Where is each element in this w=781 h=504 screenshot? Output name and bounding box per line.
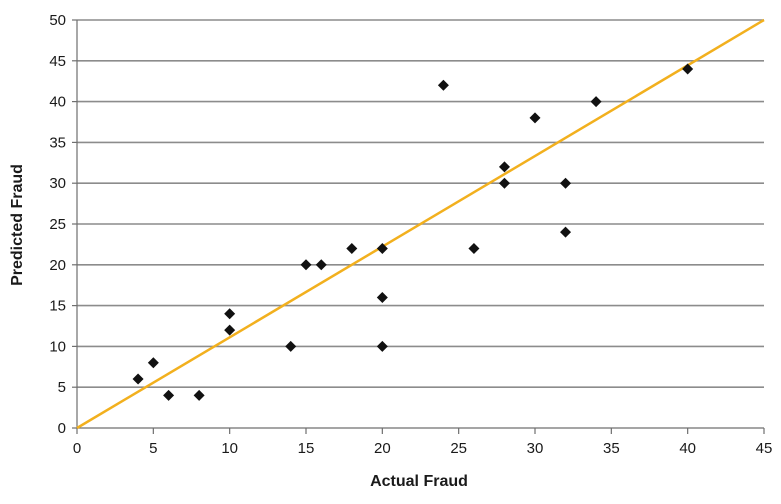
axes [72,19,765,434]
data-point [498,161,510,173]
x-tick-label: 30 [527,440,544,457]
y-tick-label: 0 [58,420,66,437]
data-point [468,242,480,254]
data-point [560,177,572,189]
y-tick-label: 10 [49,338,66,355]
gridlines [77,19,764,389]
x-tick-label: 40 [679,440,696,457]
x-tick-label: 35 [603,440,620,457]
data-point [224,308,236,320]
data-point [193,389,205,401]
data-point [529,112,541,124]
data-point [437,79,449,91]
y-tick-label: 20 [49,257,66,274]
y-tick-label: 15 [49,298,66,315]
x-tick-label: 20 [374,440,391,457]
data-points [132,63,694,401]
x-tick-label: 25 [450,440,467,457]
x-tick-label: 10 [221,440,238,457]
data-point [346,242,358,254]
y-tick-label: 50 [49,12,66,29]
y-tick-label: 30 [49,175,66,192]
data-point [498,177,510,189]
data-point [315,259,327,271]
y-tick-label: 25 [49,216,66,233]
x-tick-label: 0 [73,440,81,457]
data-point [132,373,144,385]
y-tick-label: 5 [58,379,66,396]
y-tick-label: 40 [49,94,66,111]
data-point [682,63,694,75]
reference-line [76,18,765,430]
tick-labels: 0 5 10 15 20 25 30 35 40 45 50 0 5 10 15 20 25 30 35 40 45 [49,12,772,457]
data-point [147,357,159,369]
y-axis-title: Predicted Fraud [9,164,26,286]
data-point [300,259,312,271]
data-point [376,340,388,352]
data-point [376,242,388,254]
y-tick-label: 45 [49,53,66,70]
data-point [590,96,602,108]
data-point [285,340,297,352]
x-tick-label: 15 [298,440,315,457]
reference-line-group [76,18,765,430]
x-axis-title: Actual Fraud [370,473,468,490]
y-tick-label: 35 [49,134,66,151]
x-tick-label: 5 [149,440,157,457]
data-point [224,324,236,336]
data-point [376,291,388,303]
x-tick-label: 45 [756,440,773,457]
data-point [163,389,175,401]
data-point [560,226,572,238]
